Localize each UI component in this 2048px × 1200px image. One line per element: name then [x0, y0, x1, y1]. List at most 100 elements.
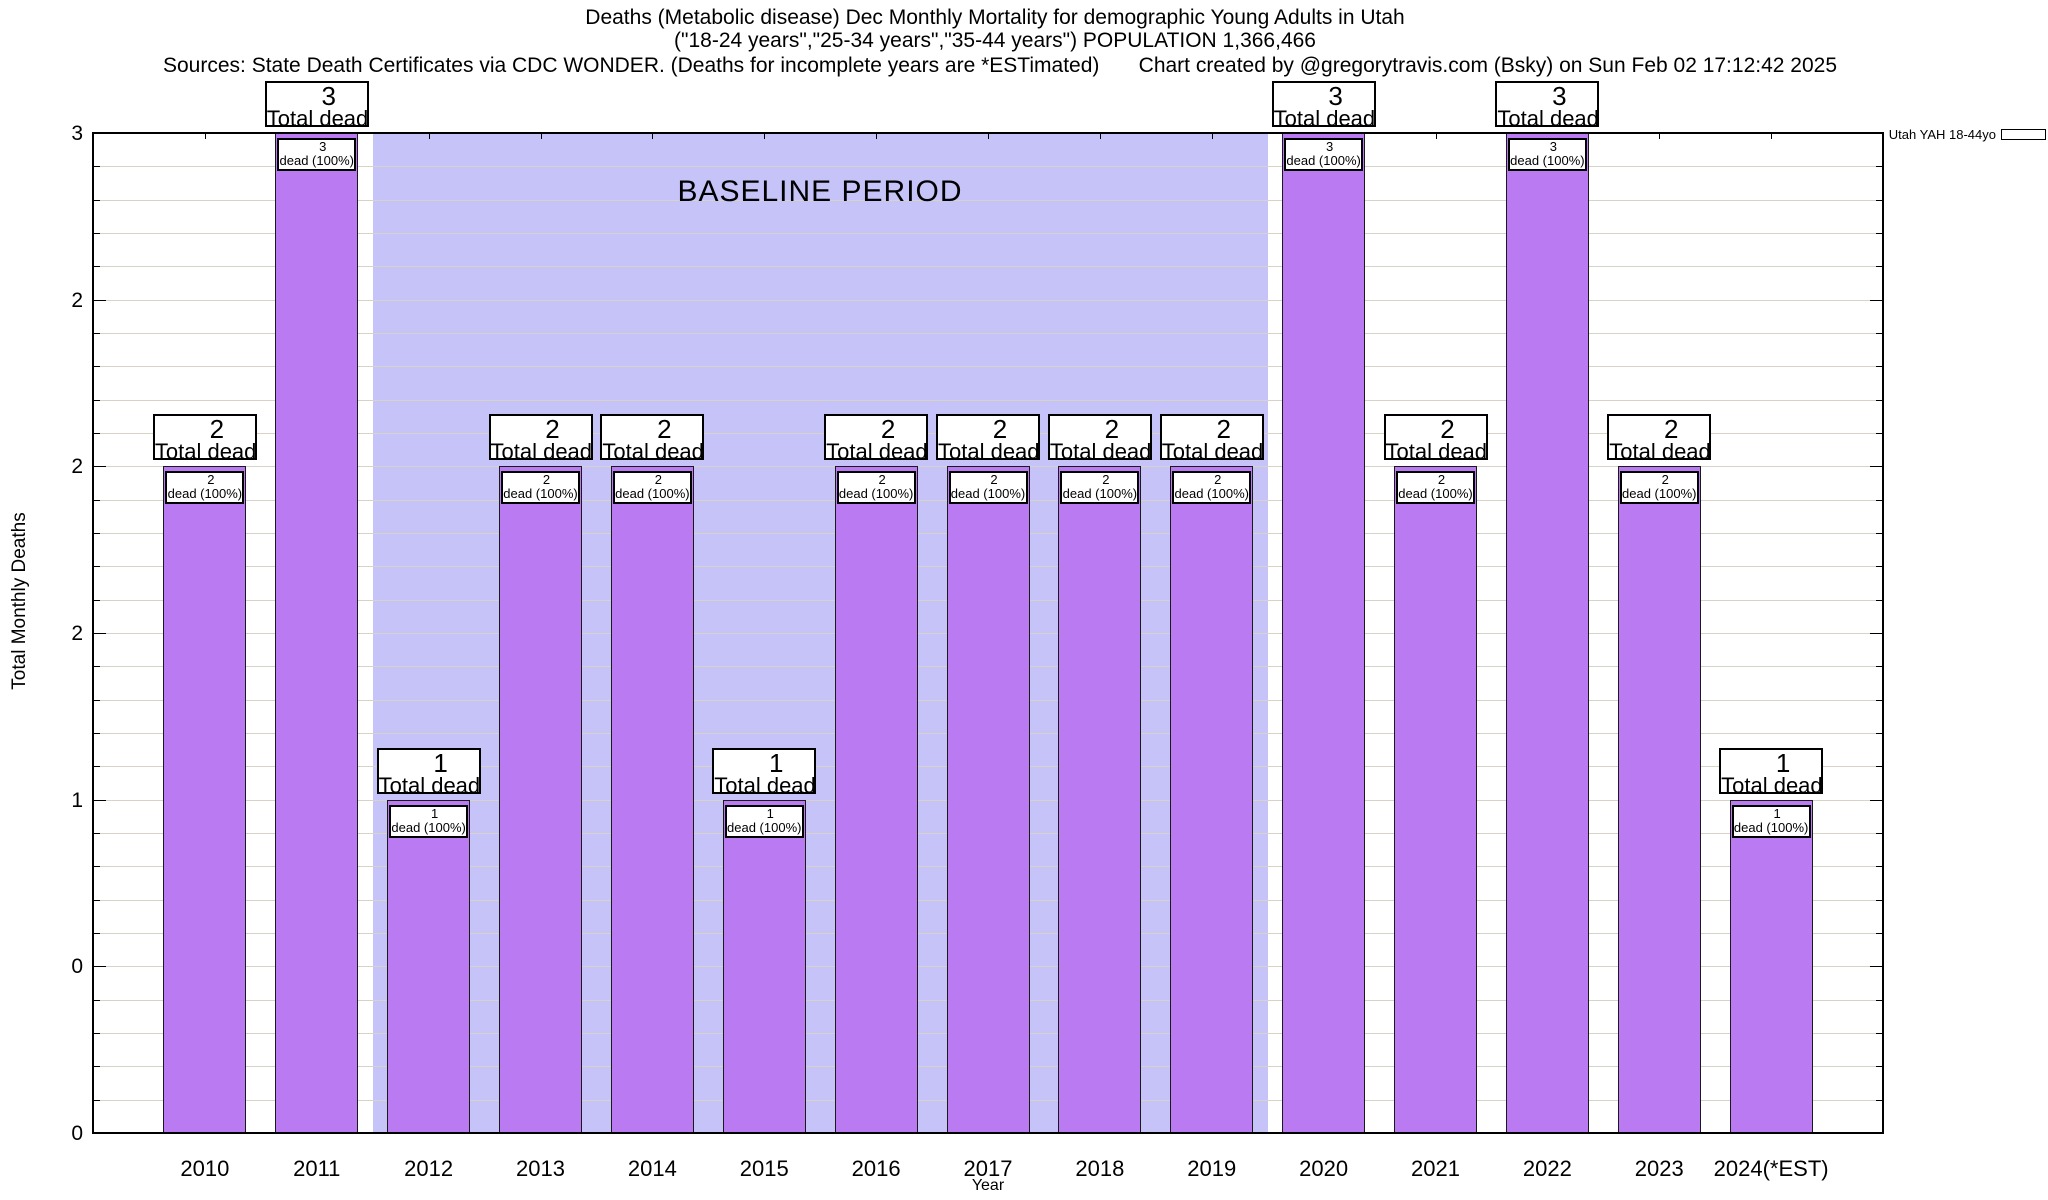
total-dead-count: 2 — [657, 414, 672, 445]
y-tick-minor — [93, 333, 100, 334]
y-tick-minor — [93, 599, 100, 601]
total-dead-box-2020: 3 Total dead — [1271, 81, 1376, 131]
y-tick-minor — [1876, 999, 1883, 1001]
total-dead-text: Total dead — [938, 439, 1040, 465]
dead-pct-text: dead (100%) — [1733, 819, 1809, 835]
total-dead-text: Total dead — [1721, 772, 1823, 798]
y-tick-minor — [93, 166, 100, 168]
x-tick — [652, 133, 654, 139]
dead-pct-text: dead (100%) — [167, 486, 243, 502]
y-tick-minor — [1876, 733, 1883, 734]
x-tick-label-2020: 2020 — [1299, 1156, 1349, 1181]
dead-pct-box-2016: 2 dead (100%) — [836, 471, 916, 505]
dead-pct-box-2022: 3 dead (100%) — [1507, 138, 1587, 171]
dead-pct-count: 2 — [1437, 472, 1446, 488]
total-dead-count: 1 — [769, 747, 784, 778]
y-tick — [93, 966, 106, 968]
dead-pct-box-2014: 2 dead (100%) — [612, 471, 692, 505]
bar-2011 — [275, 133, 359, 1133]
total-dead-count: 2 — [992, 414, 1008, 445]
total-dead-text: Total dead — [714, 772, 816, 798]
total-dead-box-2014: 2 Total dead — [600, 414, 705, 465]
y-tick-minor — [1876, 666, 1883, 668]
x-axis-title: Year — [971, 1177, 1005, 1194]
dead-pct-text: dead (100%) — [1622, 486, 1697, 502]
gridline — [93, 333, 1883, 334]
dead-pct-count: 2 — [654, 472, 662, 488]
dead-pct-count: 3 — [319, 139, 327, 154]
total-dead-box-2024(*EST): 1 Total dead — [1719, 747, 1824, 798]
dead-pct-box-2013: 2 dead (100%) — [501, 471, 580, 505]
y-tick-minor — [1876, 399, 1883, 401]
total-dead-box-2022: 3 Total dead — [1495, 81, 1600, 131]
y-tick-minor — [93, 233, 100, 234]
dead-pct-text: dead (100%) — [503, 486, 578, 502]
x-tick-label-2021: 2021 — [1411, 1156, 1460, 1181]
total-dead-count: 3 — [1328, 81, 1343, 111]
bar-2020 — [1282, 133, 1366, 1133]
y-tick-minor — [93, 999, 100, 1001]
total-dead-box-2023: 2 Total dead — [1607, 414, 1712, 463]
y-tick — [1870, 299, 1883, 301]
gridline — [93, 166, 1883, 168]
dead-pct-box-2019: 2 dead (100%) — [1172, 471, 1252, 505]
total-dead-count: 2 — [880, 414, 896, 445]
x-tick-label-2019: 2019 — [1187, 1156, 1237, 1181]
y-tick-minor — [93, 499, 100, 501]
total-dead-text: Total dead — [154, 439, 257, 465]
gridline — [93, 366, 1883, 368]
bar-2021 — [1394, 466, 1477, 1133]
bar-2015 — [722, 799, 806, 1133]
y-tick-label: 3 — [71, 122, 83, 145]
y-tick-minor — [93, 533, 100, 534]
dead-pct-text: dead (100%) — [838, 486, 914, 502]
bar-2018 — [1058, 466, 1142, 1133]
y-tick-minor — [1876, 533, 1883, 534]
bar-2013 — [499, 466, 582, 1133]
x-tick — [428, 133, 430, 139]
y-tick — [93, 633, 106, 634]
y-tick-minor — [1876, 1066, 1883, 1068]
dead-pct-box-2011: 3 dead (100%) — [277, 138, 357, 171]
y-tick-label: 2 — [71, 622, 83, 645]
y-tick-label: 1 — [71, 788, 83, 812]
y-tick-minor — [93, 899, 100, 901]
bar-2024(*EST) — [1729, 799, 1813, 1133]
y-tick-minor — [93, 199, 100, 201]
y-tick-minor — [93, 666, 100, 668]
y-tick-label: 2 — [71, 455, 83, 479]
baseline-label: BASELINE PERIOD — [677, 175, 963, 208]
y-tick — [1870, 466, 1883, 468]
y-tick-label: 2 — [71, 288, 83, 312]
dead-pct-box-2012: 1 dead (100%) — [389, 804, 469, 838]
x-tick-label-2011: 2011 — [293, 1156, 341, 1181]
total-dead-text: Total dead — [602, 439, 704, 465]
dead-pct-box-2017: 2 dead (100%) — [948, 471, 1028, 505]
total-dead-box-2019: 2 Total dead — [1159, 414, 1264, 463]
y-tick-minor — [1876, 433, 1883, 434]
y-tick-minor — [93, 433, 100, 434]
y-tick-minor — [1876, 199, 1883, 201]
y-tick-minor — [1876, 866, 1883, 868]
bar-2022 — [1505, 133, 1589, 1133]
total-dead-text: Total dead — [1273, 106, 1376, 131]
gridline — [93, 266, 1883, 268]
dead-pct-text: dead (100%) — [1286, 153, 1361, 168]
dead-pct-box-2024(*EST): 1 dead (100%) — [1731, 804, 1811, 838]
total-dead-box-2012: 1 Total dead — [376, 747, 481, 796]
x-tick-label-2016: 2016 — [851, 1156, 901, 1181]
total-dead-count: 3 — [321, 81, 336, 111]
legend-swatch — [2001, 129, 2046, 140]
y-tick-minor — [1876, 1099, 1883, 1101]
chart-title-line2: ("18-24 years","25-34 years","35-44 year… — [674, 29, 1316, 52]
x-tick — [1099, 133, 1101, 139]
bar-2019 — [1170, 466, 1254, 1133]
sources-note: Sources: State Death Certificates via CD… — [163, 54, 1100, 77]
y-tick-minor — [1876, 699, 1883, 701]
y-tick-minor — [93, 699, 100, 701]
total-dead-text: Total dead — [1497, 106, 1599, 131]
x-tick-label-2018: 2018 — [1075, 1156, 1125, 1181]
total-dead-text: Total dead — [490, 439, 593, 465]
y-tick-minor — [1876, 233, 1883, 234]
